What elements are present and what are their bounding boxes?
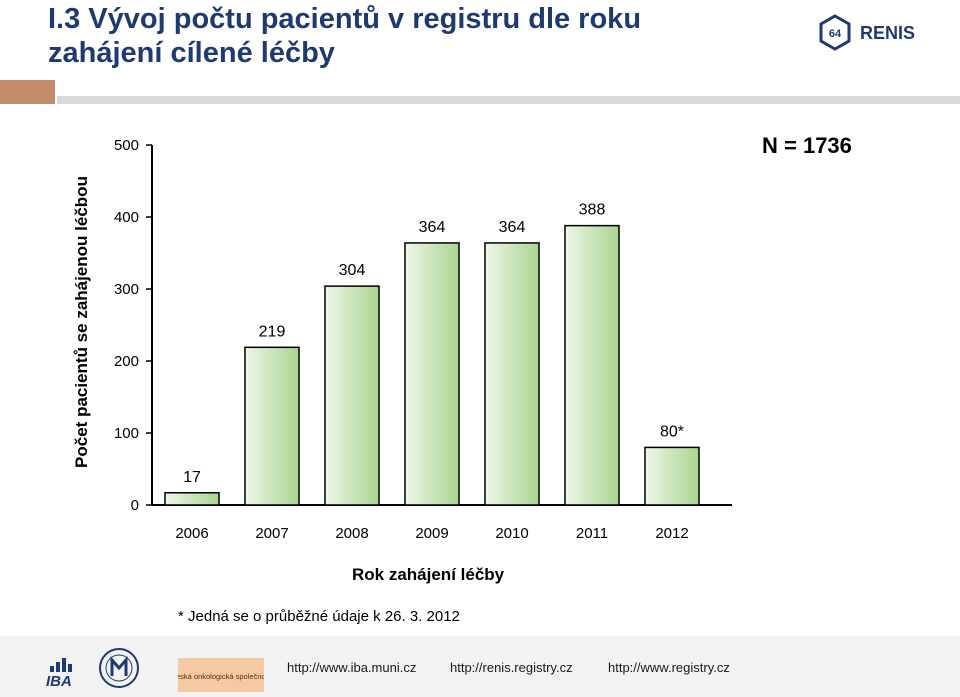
bar-chart: Počet pacientů se zahájenou léčbou 17 200… (72, 137, 732, 542)
y-axis-label: Počet pacientů se zahájenou léčbou (72, 176, 91, 468)
y-tick-label: 0 (131, 497, 139, 514)
accent-bar (0, 80, 55, 104)
divider-bar (57, 96, 960, 104)
x-axis-label: Rok zahájení léčby (352, 565, 505, 584)
data-label-2007: 219 (259, 323, 286, 340)
bar-2012 (644, 446, 700, 506)
x-tick-label-2006: 2006 (175, 525, 208, 542)
footnote: * Jedná se o průběžné údaje k 26. 3. 201… (178, 608, 460, 625)
muni-seal-icon (99, 648, 139, 688)
bar-2006 (164, 492, 220, 506)
x-tick-label-2009: 2009 (415, 525, 448, 542)
bar-2009 (404, 242, 460, 506)
iba-logo: IBA (46, 658, 72, 688)
slide-title: I.3 Vývoj počtu pacientů v registru dle … (48, 3, 642, 69)
x-tick-label-2007: 2007 (255, 525, 288, 542)
data-label-2006: 17 (183, 469, 201, 486)
bar-2008 (324, 285, 380, 506)
y-tick-label: 500 (114, 137, 139, 154)
iba-logo-text: IBA (46, 673, 72, 688)
footer-link-registry[interactable]: http://www.registry.cz (608, 660, 730, 675)
x-tick-label-2011: 2011 (576, 525, 608, 542)
x-tick-label-2010: 2010 (495, 525, 528, 542)
cos-logo: Česká onkologická společnost (178, 658, 264, 692)
bar-2007 (244, 346, 300, 506)
y-tick-label: 300 (114, 281, 139, 298)
cos-logo-text: Česká onkologická společnost (178, 672, 264, 681)
bar-2011 (564, 224, 620, 506)
y-tick-label: 400 (114, 209, 139, 226)
y-tick-label: 200 (114, 353, 139, 370)
data-label-2010: 364 (499, 219, 526, 236)
logo-name: RENIS (860, 23, 915, 43)
total-count-annotation: N = 1736 (762, 133, 852, 158)
renis-logo: 64 RENIS (819, 14, 915, 51)
x-tick-label-2012: 2012 (655, 525, 688, 542)
logo-badge-text: 64 (829, 28, 842, 40)
footer: IBA Česká onkologická společnost http://… (0, 636, 960, 697)
data-label-2011: 388 (579, 202, 606, 219)
footer-link-iba[interactable]: http://www.iba.muni.cz (287, 660, 417, 675)
data-label-2009: 364 (419, 219, 446, 236)
data-label-2008: 304 (339, 262, 366, 279)
hexagon-badge-icon (819, 14, 851, 51)
bar-2010 (484, 242, 540, 506)
data-label-2012: 80* (660, 423, 684, 440)
x-tick-label-2008: 2008 (335, 525, 368, 542)
footer-link-renis[interactable]: http://renis.registry.cz (450, 660, 573, 675)
y-tick-label: 100 (114, 425, 139, 442)
